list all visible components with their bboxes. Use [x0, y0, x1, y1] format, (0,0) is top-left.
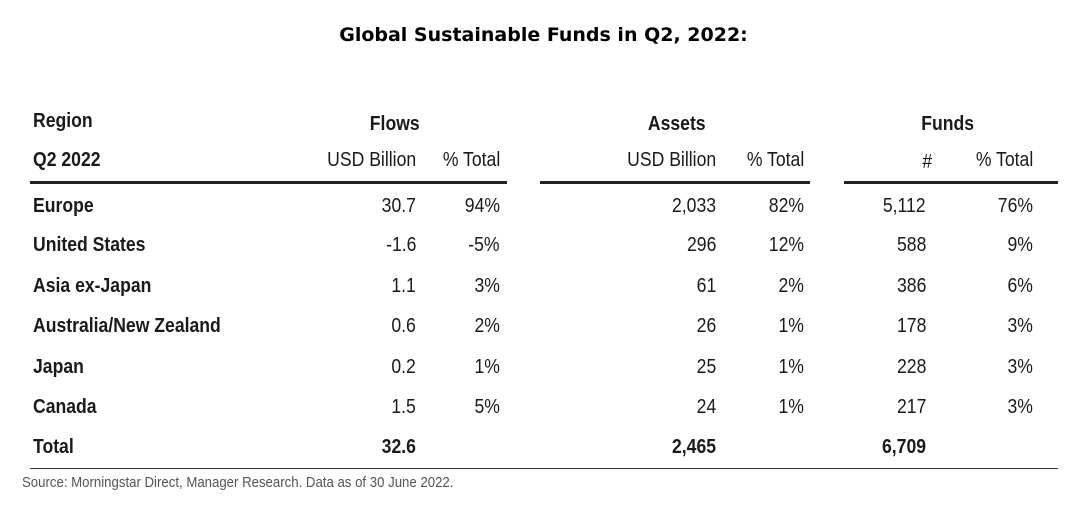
table-bottom-rule — [30, 468, 1058, 469]
table-row-flows-usd: 1.5 — [391, 396, 416, 418]
table-row-funds-n: 228 — [896, 356, 926, 378]
table-row-flows-usd: 30.7 — [381, 195, 416, 217]
col-header-flows-usd: USD Billion — [326, 149, 416, 171]
table-row-assets-pct: 1% — [778, 315, 804, 337]
table-row-flows-pct: 3% — [474, 275, 500, 297]
table-row-flows-pct: 2% — [474, 315, 500, 337]
table-row-assets-pct: 1% — [778, 356, 804, 378]
page-title: Global Sustainable Funds in Q2, 2022: — [339, 24, 748, 46]
table-row-region: Canada — [33, 396, 97, 418]
table-row-funds-pct: 3% — [1007, 356, 1033, 378]
table-row-funds-pct: 6% — [1007, 275, 1033, 297]
region-header: Region — [33, 110, 93, 132]
table-row-flows-pct: 1% — [474, 356, 500, 378]
col-header-funds-pct: % Total — [975, 149, 1033, 171]
header-rule-assets — [540, 181, 810, 184]
table-row-flows-pct: -5% — [468, 234, 500, 256]
table-row-assets-usd: 296 — [686, 234, 716, 256]
table-row-region: Japan — [33, 356, 84, 378]
table-row-assets-usd: 61 — [696, 275, 716, 297]
col-header-assets-pct: % Total — [746, 149, 804, 171]
table-row-funds-pct: 3% — [1007, 396, 1033, 418]
header-rule-funds — [844, 181, 1058, 184]
table-row-funds-n: 5,112 — [883, 195, 926, 217]
group-header-flows: Flows — [370, 113, 420, 135]
table-row-funds-n: 217 — [896, 396, 926, 418]
table-row-flows-usd: 0.2 — [391, 356, 416, 378]
table-row-assets-pct: 2% — [778, 275, 804, 297]
table-row-funds-n: 386 — [896, 275, 926, 297]
total-funds-n: 6,709 — [881, 436, 926, 458]
total-row-label: Total — [33, 436, 74, 458]
table-row-funds-pct: 3% — [1007, 315, 1033, 337]
table-row-assets-usd: 25 — [696, 356, 716, 378]
col-header-flows-pct: % Total — [442, 149, 500, 171]
table-row-assets-pct: 1% — [778, 396, 804, 418]
table-row-assets-pct: 82% — [768, 195, 804, 217]
table-row-funds-pct: 76% — [997, 195, 1033, 217]
table-row-assets-usd: 26 — [696, 315, 716, 337]
table-row-funds-n: 588 — [896, 234, 926, 256]
table-row-region: Australia/New Zealand — [33, 315, 221, 337]
table-row-assets-pct: 12% — [768, 234, 804, 256]
total-assets-usd: 2,465 — [671, 436, 716, 458]
table-row-assets-usd: 2,033 — [671, 195, 716, 217]
table-row-flows-usd: 1.1 — [391, 275, 416, 297]
table-row-funds-pct: 9% — [1007, 234, 1033, 256]
table-row-assets-usd: 24 — [696, 396, 716, 418]
col-header-funds-n: # — [922, 151, 932, 173]
source-note: Source: Morningstar Direct, Manager Rese… — [22, 474, 454, 491]
table-row-region: Asia ex-Japan — [33, 275, 152, 297]
group-header-assets: Assets — [648, 113, 706, 135]
table-row-region: Europe — [33, 195, 94, 217]
group-header-funds: Funds — [921, 113, 974, 135]
col-header-assets-usd: USD Billion — [626, 149, 716, 171]
table-row-region: United States — [33, 234, 146, 256]
table-row-flows-usd: -1.6 — [385, 234, 416, 256]
total-flows-usd: 32.6 — [381, 436, 416, 458]
table-row-flows-pct: 94% — [464, 195, 500, 217]
header-rule-flows — [30, 181, 507, 184]
table-row-flows-usd: 0.6 — [391, 315, 416, 337]
table-row-funds-n: 178 — [896, 315, 926, 337]
region-subheader: Q2 2022 — [33, 149, 101, 171]
table-row-flows-pct: 5% — [474, 396, 500, 418]
